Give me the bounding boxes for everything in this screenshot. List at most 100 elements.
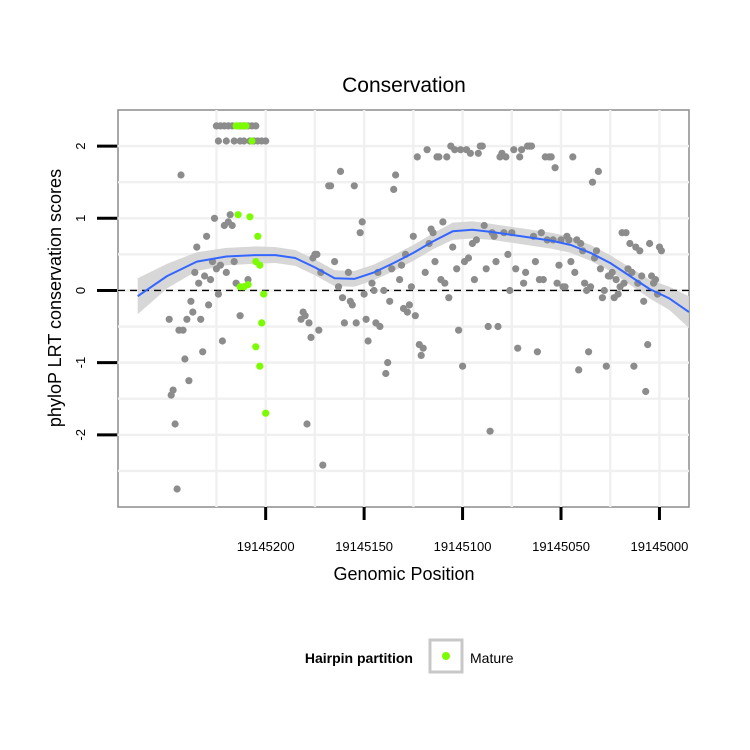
- other-point: [362, 315, 370, 323]
- other-point: [177, 171, 185, 179]
- other-point: [409, 232, 417, 240]
- other-point: [183, 315, 191, 323]
- mature-point: [260, 290, 268, 298]
- other-point: [533, 348, 542, 356]
- other-point: [600, 286, 608, 295]
- other-point: [441, 279, 449, 287]
- other-point: [340, 319, 348, 327]
- other-point: [417, 351, 425, 359]
- mature-point: [252, 343, 260, 351]
- other-point: [553, 279, 561, 287]
- other-point: [646, 239, 654, 248]
- other-point: [484, 322, 492, 331]
- mature-point: [256, 362, 264, 370]
- other-point: [419, 344, 427, 352]
- other-point: [630, 362, 638, 370]
- other-point: [301, 312, 309, 320]
- other-point: [331, 258, 339, 266]
- other-point: [575, 366, 583, 374]
- other-point: [388, 265, 396, 273]
- other-point: [512, 265, 520, 273]
- other-point: [169, 386, 177, 394]
- other-point: [514, 344, 522, 352]
- other-point: [429, 229, 437, 237]
- other-point: [195, 279, 203, 287]
- other-point: [313, 250, 321, 258]
- other-point: [506, 286, 514, 295]
- other-point: [222, 268, 230, 276]
- mature-point: [258, 319, 266, 327]
- legend: Hairpin partition Mature: [305, 638, 514, 674]
- other-point: [492, 258, 500, 266]
- x-tick-label: 19145050: [532, 539, 590, 554]
- y-axis-title: phyloP LRT conservation scores: [45, 169, 65, 427]
- y-tick-label: -2: [73, 429, 88, 441]
- other-point: [193, 243, 201, 251]
- other-point: [199, 348, 207, 356]
- other-point: [567, 258, 575, 266]
- other-point: [520, 279, 528, 287]
- other-point: [181, 355, 189, 363]
- other-point: [356, 229, 364, 237]
- other-point: [384, 359, 392, 367]
- other-point: [431, 258, 439, 266]
- smooth-line-group: [137, 228, 690, 313]
- other-point: [348, 301, 356, 309]
- other-point: [405, 301, 413, 309]
- other-point: [364, 337, 372, 345]
- x-axis: 19145200 19145150 19145100 19145050 19145000: [237, 507, 688, 554]
- other-point: [165, 315, 173, 323]
- other-point: [218, 337, 226, 345]
- other-point: [531, 258, 540, 266]
- mature-point: [242, 122, 250, 130]
- other-point: [396, 276, 404, 284]
- other-point: [608, 268, 616, 276]
- other-point: [214, 290, 222, 298]
- other-point: [376, 322, 384, 331]
- other-point: [205, 301, 213, 309]
- other-point: [472, 236, 480, 244]
- other-point: [626, 239, 634, 248]
- other-point: [344, 268, 352, 276]
- legend-key-mature-dot: [442, 652, 450, 660]
- other-point: [236, 312, 244, 320]
- other-point: [390, 185, 398, 193]
- other-point: [457, 146, 465, 154]
- other-point: [569, 153, 577, 161]
- other-point: [585, 348, 593, 356]
- other-point: [222, 137, 230, 145]
- other-point: [510, 146, 518, 154]
- other-point: [657, 247, 666, 255]
- confidence-ribbon-group: [137, 221, 689, 328]
- other-point: [561, 283, 569, 291]
- other-point: [516, 153, 524, 161]
- other-point: [490, 232, 498, 240]
- other-point: [445, 294, 453, 302]
- other-point: [185, 377, 193, 385]
- other-point: [594, 167, 603, 175]
- other-point: [571, 268, 579, 276]
- other-point: [612, 276, 620, 284]
- x-tick-label: 19145150: [335, 539, 393, 554]
- other-point: [336, 167, 345, 175]
- other-point: [244, 276, 252, 284]
- other-point: [451, 146, 459, 154]
- other-point: [622, 229, 630, 237]
- legend-title: Hairpin partition: [305, 650, 413, 666]
- other-point: [443, 153, 451, 161]
- other-point: [435, 153, 443, 161]
- confidence-ribbon: [137, 221, 689, 328]
- other-point: [189, 308, 197, 316]
- mature-point: [248, 137, 256, 145]
- other-point: [392, 171, 400, 179]
- other-point: [191, 268, 199, 276]
- other-point: [464, 254, 473, 262]
- other-point: [453, 265, 461, 273]
- other-point: [587, 283, 595, 291]
- other-point: [179, 326, 187, 334]
- other-point: [494, 322, 502, 331]
- other-point: [368, 279, 376, 287]
- other-point: [651, 276, 660, 284]
- other-point: [588, 178, 597, 186]
